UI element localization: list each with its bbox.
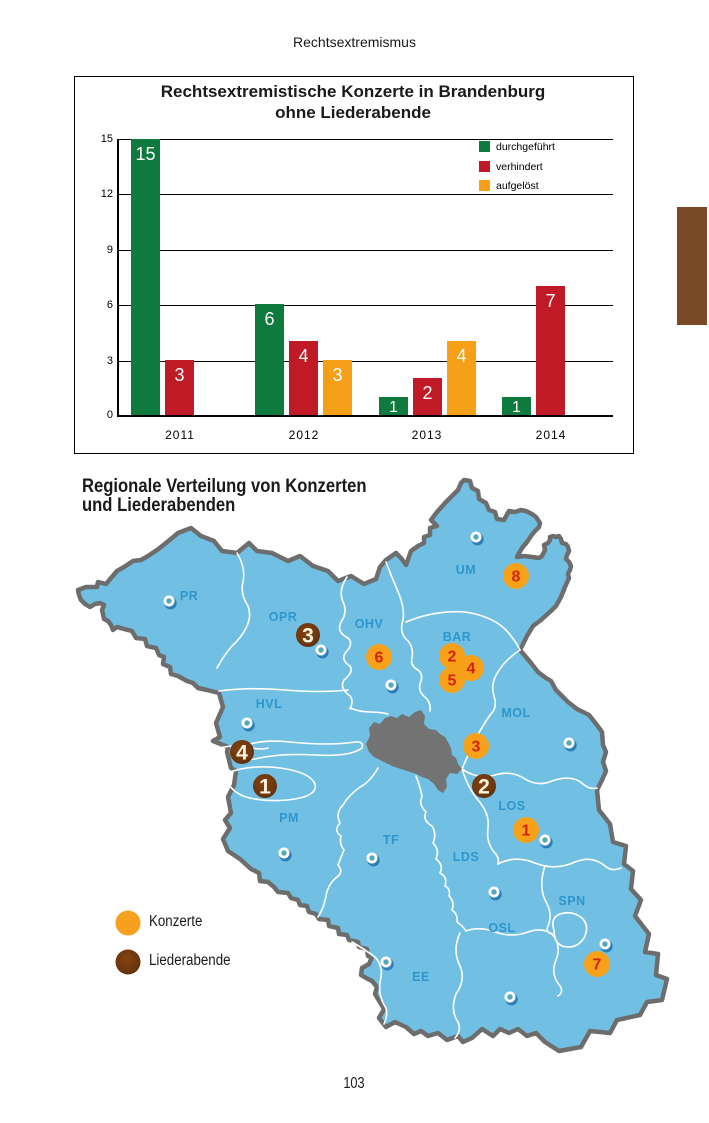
svg-text:8: 8: [512, 569, 521, 586]
svg-text:2: 2: [478, 776, 490, 799]
svg-text:PR: PR: [180, 589, 198, 603]
svg-text:4: 4: [236, 742, 248, 765]
svg-text:MOL: MOL: [501, 706, 530, 720]
svg-text:5: 5: [448, 673, 457, 690]
svg-text:PM: PM: [279, 811, 299, 825]
svg-text:7: 7: [593, 957, 602, 974]
svg-text:4: 4: [467, 661, 476, 678]
svg-text:UM: UM: [456, 563, 476, 577]
svg-text:OPR: OPR: [269, 610, 298, 624]
svg-text:HVL: HVL: [256, 697, 283, 711]
svg-text:1: 1: [259, 776, 271, 799]
svg-text:3: 3: [472, 739, 481, 756]
svg-text:LOS: LOS: [498, 799, 525, 813]
svg-text:1: 1: [522, 823, 531, 840]
svg-text:OHV: OHV: [355, 617, 384, 631]
svg-text:SPN: SPN: [558, 894, 585, 908]
svg-text:TF: TF: [383, 833, 399, 847]
svg-text:2: 2: [448, 649, 457, 666]
svg-text:EE: EE: [412, 970, 430, 984]
svg-text:3: 3: [302, 625, 314, 648]
svg-text:OSL: OSL: [488, 921, 515, 935]
svg-text:6: 6: [375, 650, 384, 667]
svg-text:BAR: BAR: [443, 630, 472, 644]
svg-text:LDS: LDS: [453, 850, 480, 864]
